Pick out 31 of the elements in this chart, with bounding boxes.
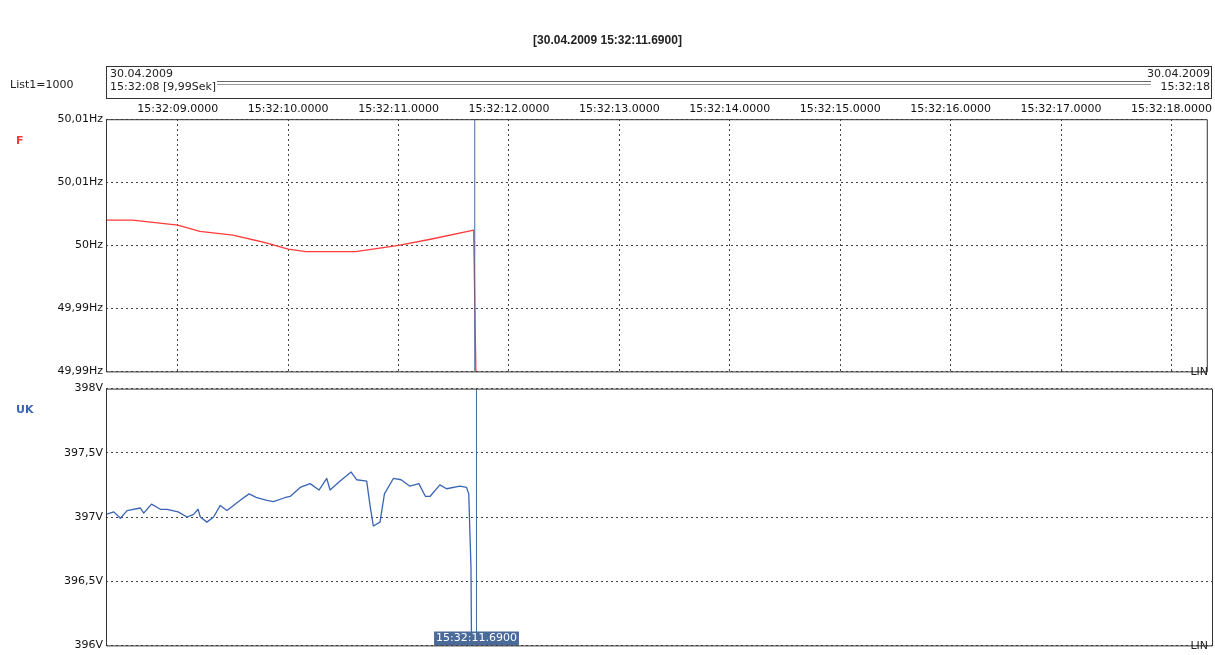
x-tick-label: 15:32:13.0000 <box>578 102 660 116</box>
chart-title: [30.04.2009 15:32:11.6900] <box>532 33 683 47</box>
x-tick-label: 15:32:14.0000 <box>689 102 771 116</box>
y-tick-label: 50,01Hz <box>57 175 104 189</box>
y-tick-label: 50Hz <box>74 238 104 252</box>
x-tick-label: 15:32:09.0000 <box>137 102 219 116</box>
y-axis-title: UK <box>16 403 34 417</box>
ref-line-label: 15:32:11.6900 <box>436 631 517 645</box>
text: 30.04.2009 <box>1147 67 1210 80</box>
y-tick-label: 50,01Hz <box>57 112 104 126</box>
annotation: LIN <box>1190 639 1208 652</box>
text: List1=1000 <box>10 78 74 91</box>
x-tick-label: 15:32:10.0000 <box>247 102 329 116</box>
y-axis-title: F <box>16 134 24 148</box>
y-tick-label: 49,99Hz <box>57 364 104 378</box>
y-tick-label: 49,99Hz <box>57 301 104 315</box>
annotation: LIN <box>1190 365 1208 378</box>
text: 15:32:18 <box>1160 80 1210 93</box>
x-tick-label: 15:32:16.0000 <box>910 102 992 116</box>
y-tick-label: 397V <box>74 509 104 523</box>
y-tick-label: 398V <box>74 381 104 395</box>
x-tick-label: 15:32:15.0000 <box>799 102 881 116</box>
x-tick-label: 15:32:11.0000 <box>358 102 440 116</box>
y-tick-label: 397,5V <box>63 445 104 459</box>
text: 15:32:08 [9,99Sek] <box>110 80 217 93</box>
y-tick-label: 396V <box>74 638 104 652</box>
text: 30.04.2009 <box>110 67 173 80</box>
x-tick-label: 15:32:18.0000 <box>1131 102 1212 116</box>
x-tick-label: 15:32:12.0000 <box>468 102 550 116</box>
x-tick-label: 15:32:17.0000 <box>1020 102 1102 116</box>
y-tick-label: 396,5V <box>63 574 104 588</box>
